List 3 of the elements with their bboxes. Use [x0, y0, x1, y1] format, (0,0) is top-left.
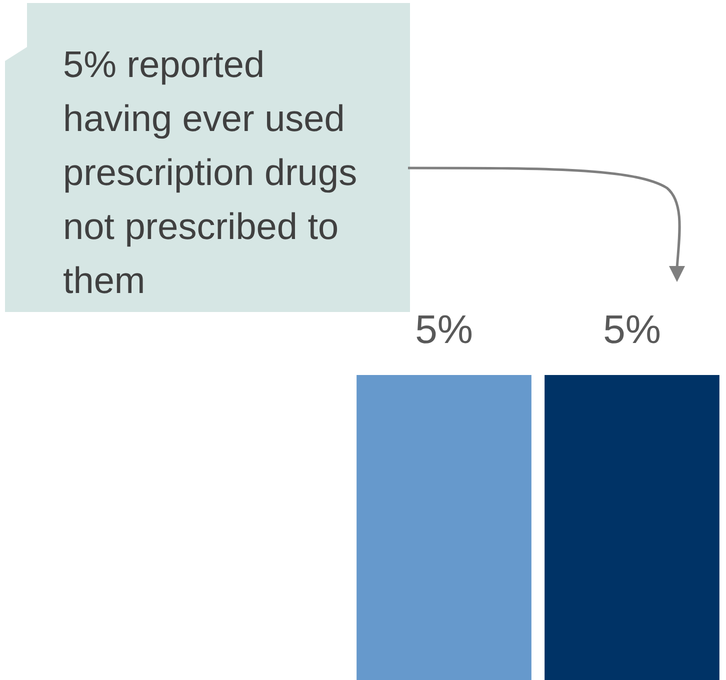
data-label: 5%: [415, 308, 473, 352]
data-label: 5%: [603, 308, 661, 352]
text: 5% reported having ever used prescription drugs not prescribed to them: [63, 43, 358, 303]
